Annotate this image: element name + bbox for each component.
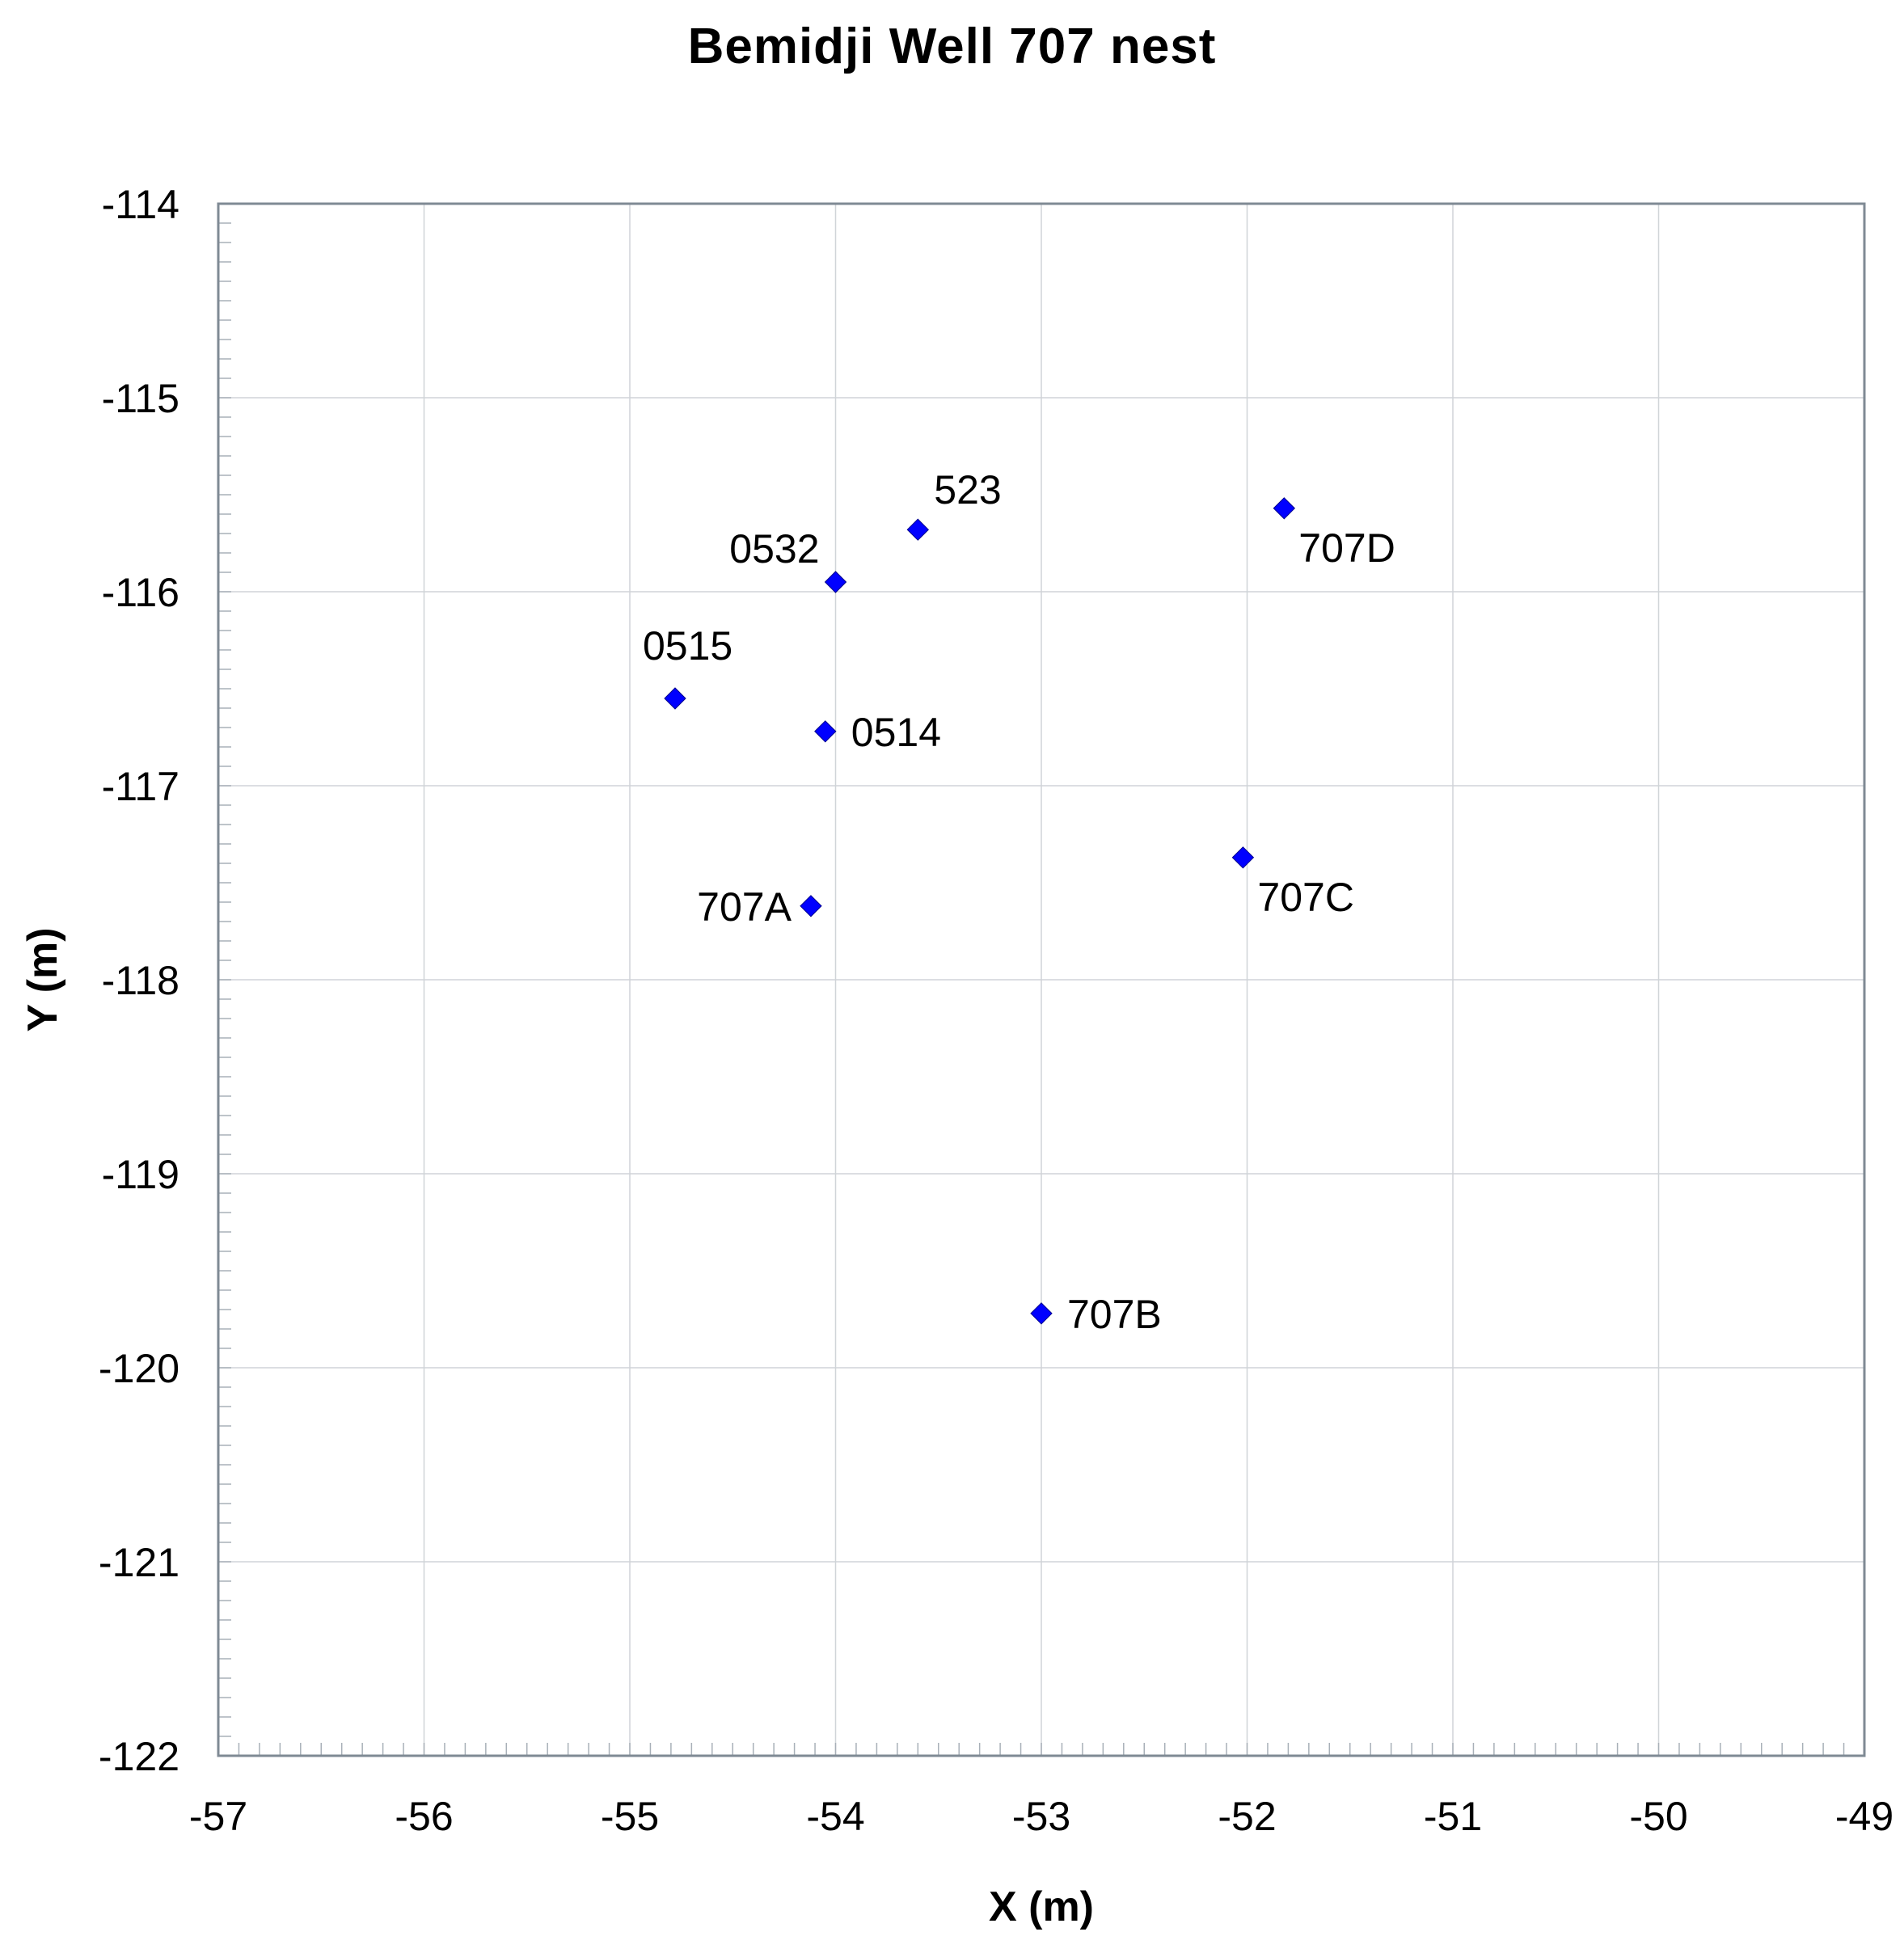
x-tick-label: -51: [1424, 1794, 1482, 1839]
data-points: [664, 497, 1296, 1325]
x-tick-label: -50: [1629, 1794, 1687, 1839]
x-axis-title: X (m): [989, 1883, 1094, 1930]
x-tick-label: -52: [1218, 1794, 1276, 1839]
x-tick-label: -57: [189, 1794, 247, 1839]
y-tick-label: -114: [102, 182, 179, 227]
point-marker-0514: [814, 720, 837, 743]
y-tick-label: -122: [99, 1734, 179, 1779]
y-tick-label: -120: [99, 1346, 179, 1391]
point-label-523: 523: [934, 467, 1001, 513]
y-tick-label: -118: [102, 958, 179, 1003]
x-tick-label: -53: [1012, 1794, 1070, 1839]
point-marker-523: [906, 518, 930, 541]
point-label-707d: 707D: [1298, 525, 1395, 571]
x-tick-label: -55: [601, 1794, 659, 1839]
point-marker-707c: [1231, 846, 1255, 869]
x-tick-label: -56: [395, 1794, 453, 1839]
y-tick-label: -121: [99, 1540, 179, 1585]
y-tick-label: -119: [102, 1152, 179, 1197]
point-label-0515: 0515: [643, 623, 732, 669]
y-tick-labels: -114 -115 -116 -117 -118 -119 -120 -121 -122: [99, 182, 179, 1779]
point-label-707c: 707C: [1257, 875, 1354, 920]
point-marker-707a: [800, 895, 822, 917]
chart-title: Bemidji Well 707 nest: [687, 19, 1217, 74]
minor-ticks: [218, 222, 1845, 1756]
x-tick-label: -54: [806, 1794, 864, 1839]
point-marker-0515: [664, 687, 686, 710]
point-label-0514: 0514: [851, 710, 941, 755]
point-marker-0532: [824, 571, 847, 593]
x-tick-label: -49: [1835, 1794, 1893, 1839]
point-label-707b: 707B: [1067, 1292, 1162, 1337]
plot-area-frame: [217, 202, 1866, 1757]
y-tick-label: -116: [102, 570, 179, 615]
y-tick-label: -117: [102, 764, 179, 809]
y-axis-title: Y (m): [19, 927, 66, 1031]
grid-lines: [218, 204, 1864, 1756]
y-tick-label: -115: [102, 376, 179, 421]
point-labels: 523 707D 0532 0515 0514 707C 707A 707B: [643, 467, 1395, 1337]
point-marker-707b: [1030, 1302, 1053, 1325]
point-label-707a: 707A: [697, 884, 792, 930]
x-tick-labels: -57 -56 -55 -54 -53 -52 -51 -50 -49: [189, 1794, 1893, 1839]
point-marker-707d: [1273, 497, 1296, 520]
point-label-0532: 0532: [729, 526, 819, 572]
